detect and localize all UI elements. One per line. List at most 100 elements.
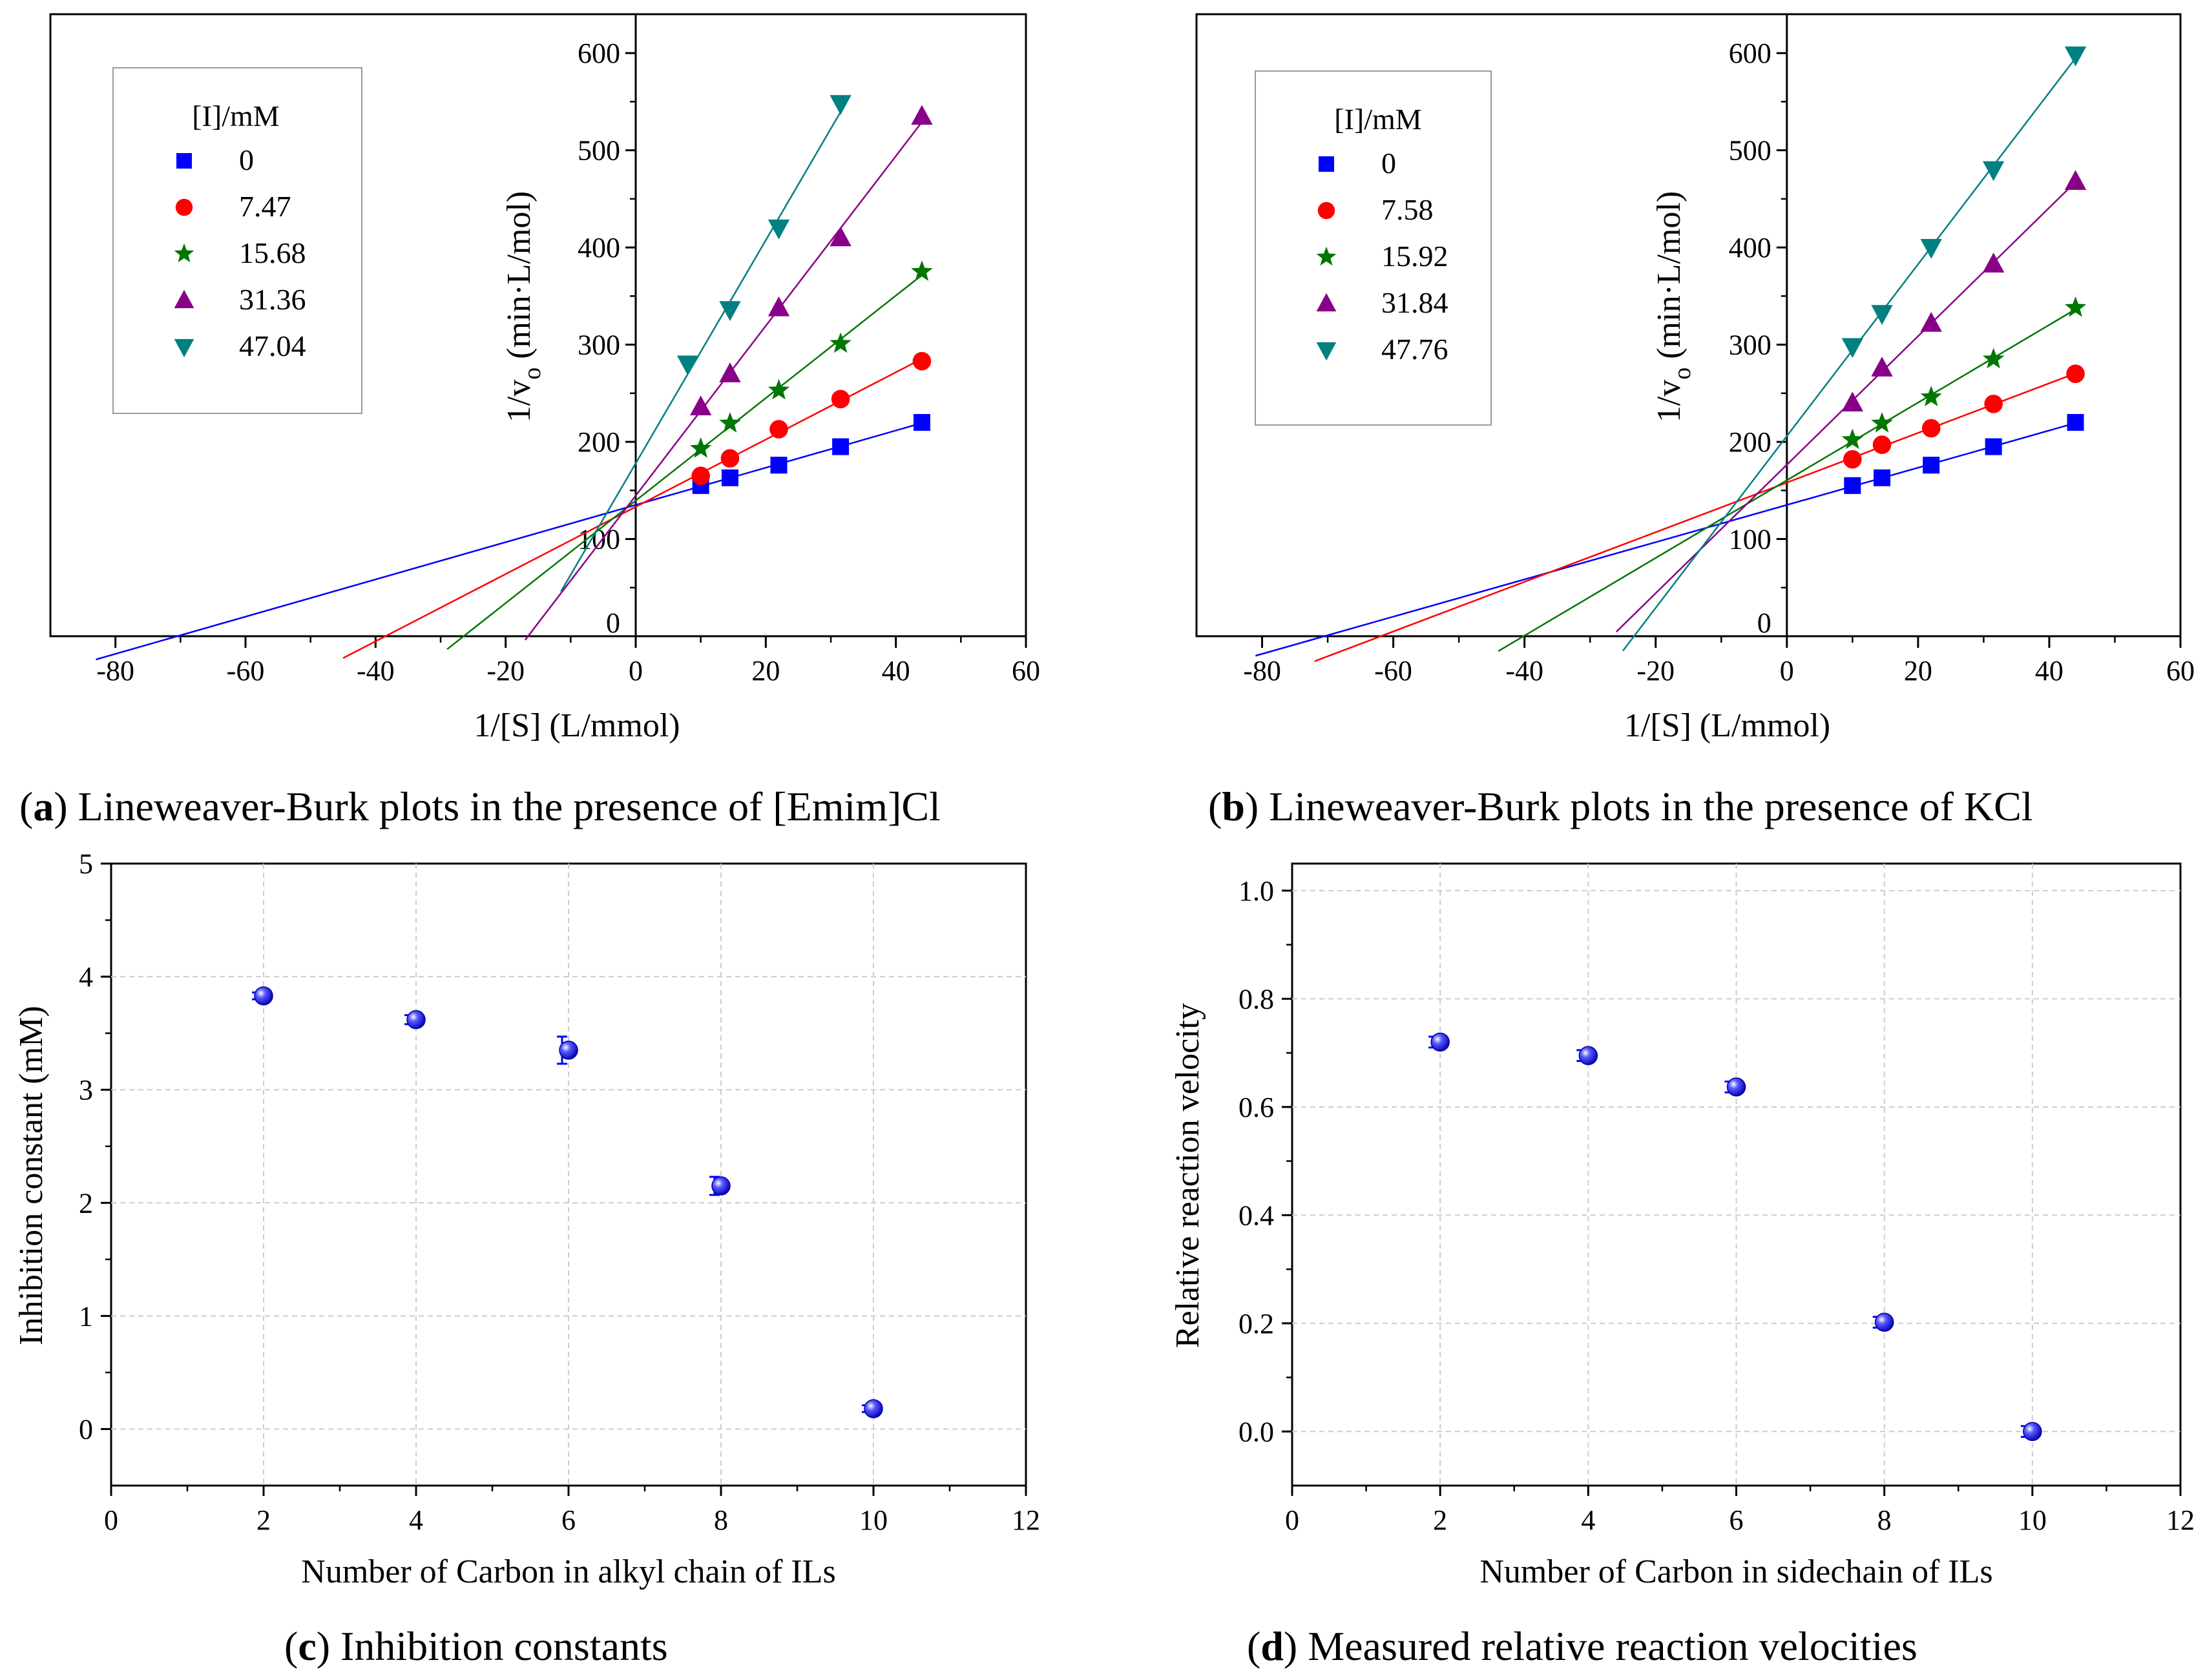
data-point [1872,435,1892,454]
data-point [1871,305,1893,325]
data-point [1726,1077,1746,1097]
y-tick-label: 200 [1729,426,1771,458]
data-point [769,420,788,439]
caption-open-paren: ( [19,783,33,829]
series-31.84 [1615,170,2087,633]
x-tick-label: 10 [2018,1504,2047,1536]
y-axis-title: 1/vo (min·L/mol) [1651,191,1696,422]
legend-label: 15.92 [1381,240,1448,273]
data-point [911,260,933,281]
y-tick-label: 0.6 [1238,1092,1274,1123]
legend: [I]/mM 0 7.47 15.68 31.36 47.04 [112,67,362,414]
data-point [1874,1312,1894,1332]
y-tick-label: 600 [1729,37,1771,69]
legend-marker [1317,202,1335,220]
y-tick-label: 400 [1729,232,1771,264]
series-31.36 [524,105,933,641]
legend-label: 0 [239,143,254,176]
legend-label: 47.04 [239,329,306,362]
data-point [719,362,741,382]
y-tick-label: 400 [578,232,620,264]
y-axis-title-main: 1/v [501,380,538,422]
y-tick-label: 0.0 [1238,1416,1274,1447]
legend-label: 15.68 [239,236,306,269]
data-point [830,332,852,353]
x-tick-label: 0 [1780,655,1794,687]
data-point [1578,1046,1598,1066]
x-tick-label: -40 [357,655,395,687]
plot-frame [1195,13,2182,638]
x-tick-label: 12 [1012,1504,1040,1536]
plot-frame [49,13,1027,638]
series-15.68 [446,260,933,650]
data-point [720,449,740,468]
fit-line [1314,372,2076,662]
caption-close-paren: ) [1284,1623,1308,1669]
fit-line [446,274,923,650]
y-tick-label: 200 [578,426,620,458]
x-tick-label: -80 [96,655,134,687]
x-tick-label: 6 [561,1504,576,1536]
series-7.58 [1314,364,2085,662]
panel-caption: (c) Inhibition constants [284,1623,668,1669]
series-15.92 [1498,296,2087,652]
data-point [676,355,699,376]
y-tick-label: 0 [1757,607,1771,639]
data-point [690,437,712,458]
data-point [2064,296,2087,317]
data-point [1923,457,1940,474]
legend-label: 31.36 [239,283,306,316]
legend-marker [1316,246,1337,266]
x-tick-label: -60 [227,655,265,687]
x-tick-label: -60 [1374,655,1412,687]
x-tick-label: 60 [2166,655,2195,687]
legend-box [1255,70,1492,426]
data-point [913,413,930,431]
y-tick-label: 1 [79,1300,93,1332]
series-0 [1428,1032,2042,1442]
data-point [831,389,850,409]
y-tick-label: 0 [606,607,620,639]
y-tick-label: 4 [79,961,93,993]
legend-marker [1316,293,1337,312]
caption-letter: d [1260,1623,1284,1669]
y-axis-title: Inhibition constant (mM) [13,1006,50,1345]
data-point [711,1176,731,1196]
x-tick-label: 40 [2035,655,2064,687]
data-point [768,219,790,240]
x-tick-label: 2 [256,1504,271,1536]
data-point [721,469,738,486]
x-tick-label: 10 [859,1504,888,1536]
legend-label: 7.58 [1381,193,1434,226]
data-point [1844,477,1861,494]
data-point [1920,238,1942,259]
y-tick-label: 500 [578,135,620,167]
x-tick-label: 0 [1285,1504,1299,1536]
legend-title: [I]/mM [1334,103,1421,136]
data-point [911,105,933,125]
legend-marker [174,243,194,263]
fit-line [1498,308,2076,652]
data-point [830,226,852,247]
y-tick-label: 600 [578,37,620,69]
y-tick-label: 0 [79,1413,93,1445]
legend-label: 0 [1381,147,1396,180]
data-point [1982,347,2005,369]
y-axis-title: Relative reaction velocity [1169,1003,1206,1348]
y-tick-label: 300 [578,329,620,361]
caption-text: Measured relative reaction velocities [1308,1623,1918,1669]
data-point [1841,338,1864,358]
y-tick-label: 3 [79,1074,93,1106]
data-point [1430,1032,1450,1052]
legend-marker [1319,156,1334,172]
data-point [912,351,932,371]
data-point [1921,419,1941,438]
x-tick-label: 4 [1581,1504,1595,1536]
y-axis-title-main: 1/v [1651,380,1688,422]
data-point [254,986,273,1006]
x-axis-title: Number of Carbon in sidechain of ILs [1479,1553,1992,1590]
fit-line [1255,422,2076,657]
y-tick-label: 2 [79,1187,93,1219]
